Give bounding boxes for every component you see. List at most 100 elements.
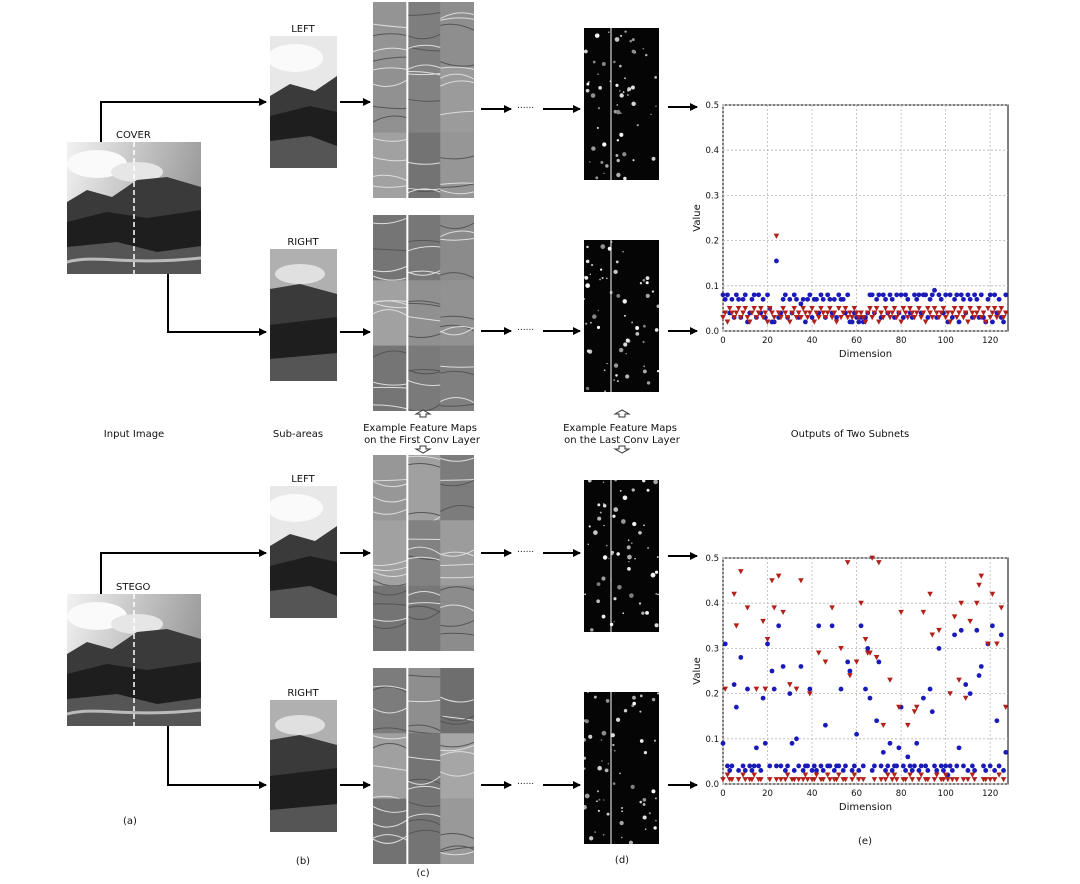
cover-chart-series1-point [842,306,849,312]
stego-chart-y-tick-label: 0.1 [705,735,719,745]
stego-chart-series1-point [896,704,902,710]
stego-chart-series0-point [990,623,995,629]
cover-chart-series1-point [782,310,789,316]
stego-chart-series0-point [814,768,819,773]
stego-chart-series0-point [758,768,764,773]
cover-chart-series1-point [749,310,755,316]
stego-chart-series0-point [731,682,737,687]
stego-chart-series0-point [967,691,973,696]
cover-chart-series0-point [949,315,955,320]
panel-letter-a: (a) [123,816,137,827]
stego-chart-series1-point [731,591,737,597]
stego-chart-series0-point [858,623,864,629]
stego-chart-series0-point [947,763,953,769]
cover-chart-plot-frame [722,104,1009,332]
stego-chart-series1-point [869,555,875,561]
cover-chart-series1-point [766,306,773,312]
stego-chart-series1-point [822,659,829,665]
cover-chart-series1-point [909,310,916,316]
stego-chart-series1-point [829,605,835,611]
cover-chart-series0-point [961,296,966,302]
stego-chart-series1-point [780,609,786,616]
cover-chart-series0-point [974,296,980,302]
stego-chart-series0-point [787,691,793,696]
stego-chart-series0-point [867,695,873,701]
cover-chart-series1-point [862,319,869,325]
stego-chart-series1-point [967,618,973,625]
stego-chart-series1-point [971,777,978,783]
stego-chart-series1-point [720,777,726,783]
cover-chart-series1-point [974,310,980,316]
stego-chart-series0-point [996,763,1002,769]
stego-chart-series1-point [1002,704,1009,710]
first-conv-maps-bottom-right [373,668,474,864]
stego-chart-series0-point [805,763,811,769]
stego-chart-series1-point [953,777,960,783]
cover-chart-series0-point [805,296,811,302]
cover-chart-series1-point [856,315,862,321]
stego-chart-series0-point [885,763,891,769]
stego-chart-series0-point [961,763,966,769]
stego-chart-series0-point [843,763,848,769]
stego-chart-series1-point [891,772,898,778]
stego-chart-series1-point [951,614,958,620]
stego-chart-series0-point [749,768,755,773]
stego-chart-series1-point [742,777,749,783]
cover-chart-y-tick-label: 0.1 [705,282,719,292]
stego-chart-series1-point [807,691,813,697]
stego-chart-series0-point [738,655,744,660]
stego-chart-series0-point [965,768,971,773]
last-conv-maps-top-right [584,240,659,392]
stego-chart-series0-point [978,664,984,669]
stego-chart-series0-point [785,763,790,769]
cover-chart-series1-point [847,310,853,316]
left-bottom-subarea [270,486,337,618]
cover-chart-series0-point [836,292,842,298]
cover-chart-y-axis-label: Value [692,204,703,231]
cover-chart-series1-point [1000,315,1007,321]
stego-chart-series0-point [938,763,944,769]
cover-chart-series1-point [853,310,860,316]
stego-chart-series1-point [931,777,938,783]
stego-chart-series0-point [847,668,853,674]
cover-chart-series0-point [831,296,837,302]
stego-chart-series0-point [747,763,753,769]
stego-chart-series0-point [923,763,929,769]
stego-chart-series1-point [811,777,818,783]
stego-chart-series1-point [893,777,900,783]
cover-chart-series1-point [860,315,867,321]
cover-chart-series1-point [882,306,889,312]
stego-chart-series0-point [907,763,913,769]
cover-chart-series1-point [982,319,989,325]
stego-chart-series1-point [827,777,833,783]
stego-chart-series1-point [947,691,953,697]
cover-chart-series0-point [990,319,995,325]
stego-chart-series0-point [963,682,969,687]
stego-chart-series0-point [807,686,813,692]
cover-chart-series1-point [804,315,811,321]
cover-chart-series0-point [840,296,846,302]
cover-chart-series1-point [947,319,953,325]
stego-chart-y-tick-label: 0.4 [705,599,719,609]
cover-chart-series0-point [798,301,804,307]
cover-image [67,142,201,274]
stego-chart-series0-point [972,768,978,773]
stego-chart-series0-point [874,718,880,724]
cover-chart-series0-point [956,319,962,325]
stego-chart-series0-point [827,763,833,769]
cover-chart-series1-point [773,233,780,239]
stego-chart-series1-point [958,600,965,606]
cover-chart-series1-point [951,306,958,312]
stego-chart-series1-point [942,772,949,778]
stego-chart-series0-point [952,632,957,638]
cover-chart-series1-point [758,306,764,312]
stego-chart-series0-point [811,763,817,769]
stego-chart-series1-point [833,777,840,783]
stego-chart-series1-point [871,777,878,783]
stego-chart-x-tick-label: 60 [851,789,862,799]
stego-chart-series0-point [936,646,942,651]
cover-chart-series0-point [958,292,964,298]
stego-chart-series0-point [918,763,924,769]
stego-chart-series1-point [962,695,969,701]
cover-chart-series0-point [720,292,726,298]
